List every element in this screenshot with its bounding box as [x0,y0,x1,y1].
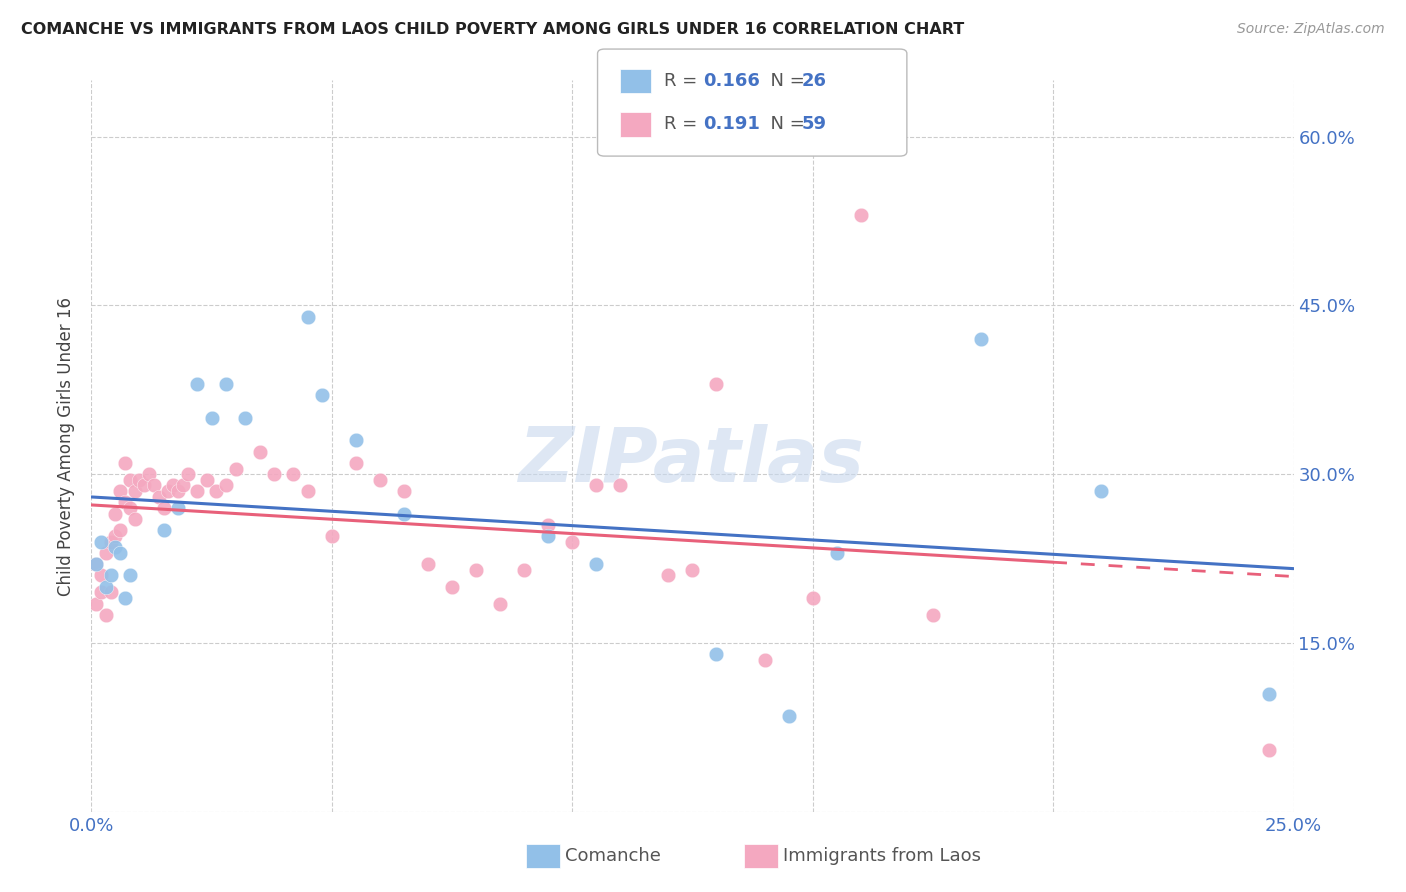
Point [440,580,463,594]
Point [392,507,415,521]
Point [195,473,218,487]
Point [104,541,127,555]
Text: ZIPatlas: ZIPatlas [519,424,866,498]
Point [609,478,631,492]
Point [416,557,439,571]
Point [118,500,141,515]
Text: 26: 26 [801,72,827,90]
Point [162,478,184,492]
Point [110,483,132,498]
Point [114,591,136,605]
Point [922,607,945,622]
Point [84,597,107,611]
Point [321,529,343,543]
Point [114,456,136,470]
Point [706,647,728,661]
Text: 0.191: 0.191 [703,115,759,133]
Point [90,534,112,549]
Point [110,524,132,538]
Point [124,483,146,498]
Point [344,456,367,470]
Point [561,534,583,549]
Point [152,524,174,538]
Point [585,478,607,492]
Point [118,473,141,487]
Text: Source: ZipAtlas.com: Source: ZipAtlas.com [1237,22,1385,37]
Point [706,377,728,392]
Point [94,546,117,560]
Point [176,467,198,482]
Point [849,208,872,222]
Point [513,563,536,577]
Point [84,557,107,571]
Point [392,483,415,498]
Point [186,377,208,392]
Text: Immigrants from Laos: Immigrants from Laos [783,847,981,865]
Y-axis label: Child Poverty Among Girls Under 16: Child Poverty Among Girls Under 16 [58,296,76,596]
Text: 59: 59 [801,115,827,133]
Point [465,563,488,577]
Point [167,483,190,498]
Point [94,607,117,622]
Point [297,483,319,498]
Point [124,512,146,526]
Text: R =: R = [664,115,703,133]
Point [215,377,238,392]
Point [172,478,194,492]
Text: N =: N = [759,115,811,133]
Point [825,546,848,560]
Point [1090,483,1112,498]
Point [90,568,112,582]
Point [1258,743,1281,757]
Point [110,546,132,560]
Point [681,563,703,577]
Point [142,478,165,492]
Point [344,434,367,448]
Point [138,467,160,482]
Point [201,410,224,425]
Point [167,500,190,515]
Point [778,709,800,723]
Point [215,478,238,492]
Point [90,585,112,599]
Point [84,557,107,571]
Point [104,507,127,521]
Point [128,473,150,487]
Text: 0.166: 0.166 [703,72,759,90]
Point [537,517,560,532]
Point [657,568,679,582]
Text: Comanche: Comanche [565,847,661,865]
Point [104,529,127,543]
Text: N =: N = [759,72,811,90]
Text: R =: R = [664,72,703,90]
Point [263,467,285,482]
Point [801,591,824,605]
Point [148,490,170,504]
Point [233,410,256,425]
Point [311,388,333,402]
Point [100,534,122,549]
Point [970,332,993,346]
Point [537,529,560,543]
Point [157,483,180,498]
Point [297,310,319,324]
Point [118,568,141,582]
Point [249,444,271,458]
Point [1258,687,1281,701]
Point [368,473,391,487]
Point [585,557,607,571]
Point [134,478,156,492]
Point [283,467,305,482]
Text: COMANCHE VS IMMIGRANTS FROM LAOS CHILD POVERTY AMONG GIRLS UNDER 16 CORRELATION : COMANCHE VS IMMIGRANTS FROM LAOS CHILD P… [21,22,965,37]
Point [225,461,247,475]
Point [205,483,228,498]
Point [114,495,136,509]
Point [152,500,174,515]
Point [754,653,776,667]
Point [489,597,512,611]
Point [100,568,122,582]
Point [186,483,208,498]
Point [94,580,117,594]
Point [100,585,122,599]
